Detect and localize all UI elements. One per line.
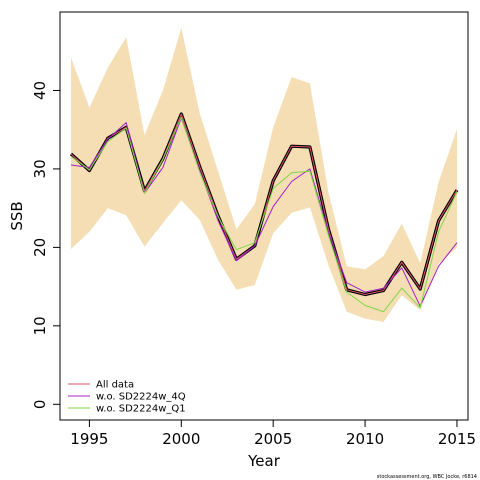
y-tick-label: 0 (31, 400, 49, 410)
x-tick-label: 2015 (438, 430, 476, 448)
x-tick-label: 2005 (254, 430, 292, 448)
y-tick-label: 20 (31, 238, 49, 257)
confidence-band (71, 27, 457, 322)
credit-text: stockassessment.org, WBC Jocke, r6814 (377, 474, 477, 480)
x-tick-label: 2000 (162, 430, 200, 448)
y-tick-label: 40 (31, 81, 49, 100)
y-tick-label: 30 (31, 159, 49, 178)
y-axis-label: SSB (8, 201, 26, 230)
y-tick-label: 10 (31, 316, 49, 335)
x-axis-label: Year (247, 452, 281, 470)
series-line-layer (69, 112, 459, 313)
x-axis: 1995 2000 2005 2010 2015 (70, 420, 476, 448)
series-line-w-o-sd2224w-4q (70, 117, 458, 307)
plot-frame (59, 11, 469, 421)
series-line-w-o-sd2224w-q1 (70, 116, 458, 313)
y-axis: 0 10 20 30 40 (31, 81, 60, 409)
legend-label: All data (96, 380, 134, 391)
x-tick-label: 1995 (70, 430, 108, 448)
legend-label: w.o. SD2224w_4Q (96, 392, 186, 403)
legend-label: w.o. SD2224w_Q1 (96, 404, 186, 415)
confidence-band-layer (71, 27, 457, 322)
x-tick-label: 2010 (346, 430, 384, 448)
